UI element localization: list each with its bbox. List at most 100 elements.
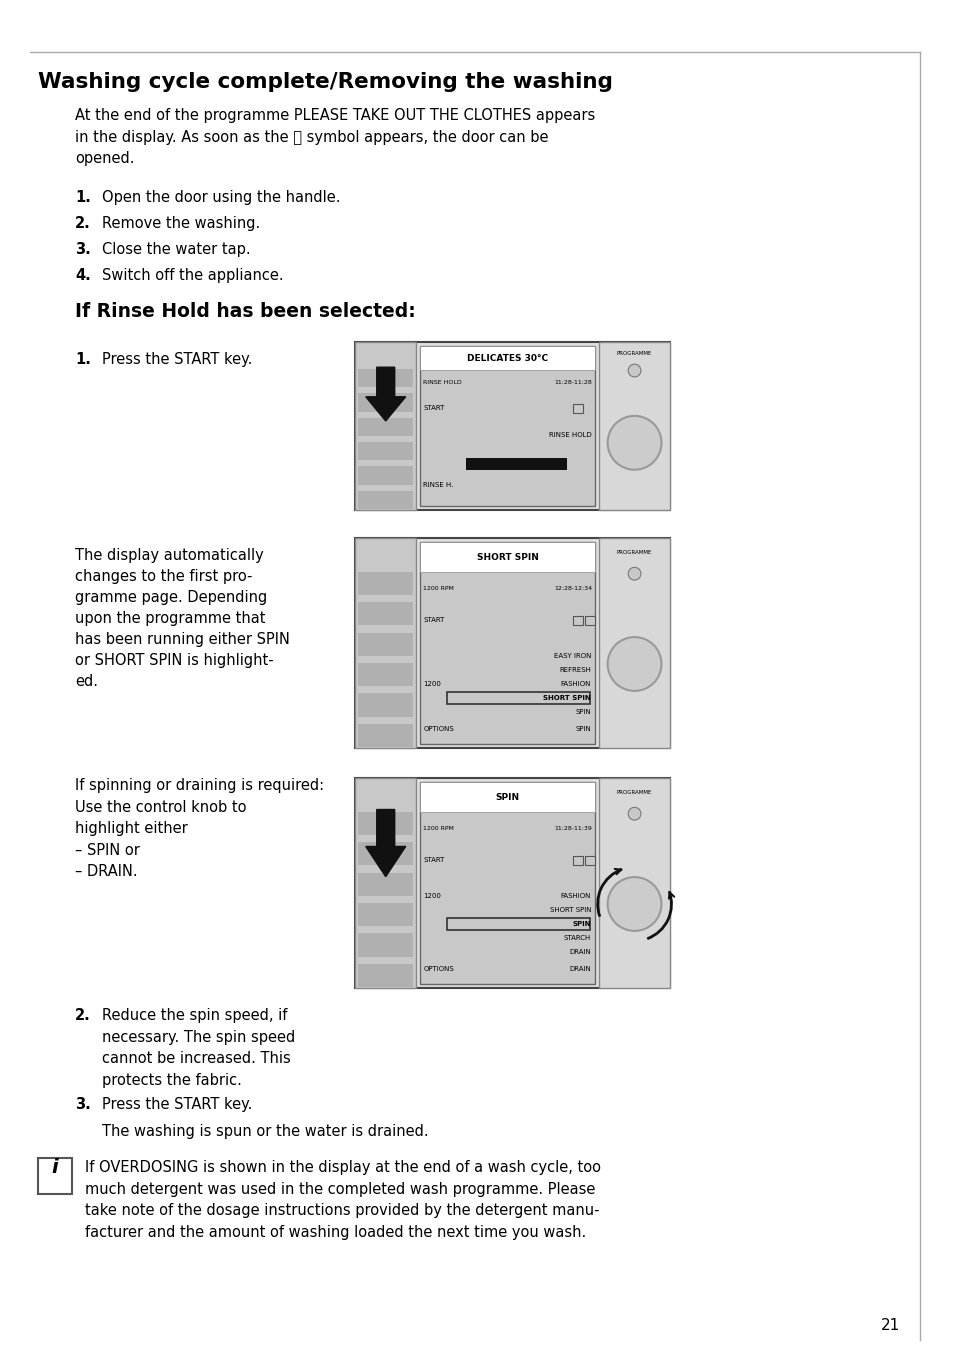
Text: PROGRAMME: PROGRAMME: [617, 352, 652, 357]
Text: STARCH: STARCH: [563, 934, 591, 941]
Text: 1200: 1200: [423, 681, 441, 687]
Bar: [355, 777, 416, 988]
Bar: [357, 842, 413, 865]
Text: 1200 RPM: 1200 RPM: [423, 585, 454, 591]
Text: SPIN: SPIN: [572, 921, 591, 927]
Bar: [357, 466, 413, 485]
Bar: [357, 964, 413, 987]
Text: 1.: 1.: [75, 191, 91, 206]
Text: 1.: 1.: [75, 352, 91, 366]
Polygon shape: [365, 810, 405, 876]
Text: PROGRAMME: PROGRAMME: [617, 550, 652, 556]
Bar: [355, 538, 669, 748]
Text: If OVERDOSING is shown in the display at the end of a wash cycle, too
much deter: If OVERDOSING is shown in the display at…: [85, 1160, 600, 1240]
Text: 11:28-11:39: 11:28-11:39: [554, 826, 592, 830]
Bar: [598, 777, 669, 988]
Bar: [357, 393, 413, 412]
Text: DELICATES 30°C: DELICATES 30°C: [467, 354, 548, 362]
Text: SPIN: SPIN: [575, 726, 591, 733]
Text: FASHION: FASHION: [560, 894, 591, 899]
Bar: [420, 346, 595, 370]
Bar: [355, 342, 669, 510]
Text: 1200: 1200: [423, 894, 441, 899]
Bar: [357, 369, 413, 388]
Text: RINSE HOLD: RINSE HOLD: [549, 433, 592, 438]
Text: FASHION: FASHION: [560, 681, 591, 687]
Bar: [598, 538, 669, 748]
Text: REFRESH: REFRESH: [558, 667, 591, 673]
Text: At the end of the programme PLEASE TAKE OUT THE CLOTHES appears
in the display. : At the end of the programme PLEASE TAKE …: [75, 108, 595, 166]
Bar: [357, 933, 413, 956]
Text: Press the START key.: Press the START key.: [102, 1096, 253, 1111]
Text: OPTIONS: OPTIONS: [423, 726, 454, 733]
Bar: [598, 342, 669, 510]
Bar: [573, 404, 582, 414]
Text: START: START: [423, 617, 444, 623]
Bar: [357, 602, 413, 625]
Bar: [355, 342, 416, 510]
Text: SHORT SPIN: SHORT SPIN: [549, 907, 591, 913]
Text: DRAIN: DRAIN: [569, 967, 591, 972]
Bar: [357, 694, 413, 717]
Text: 3.: 3.: [75, 1096, 91, 1111]
Bar: [357, 811, 413, 834]
Text: i: i: [51, 1159, 58, 1178]
Text: 3.: 3.: [75, 242, 91, 257]
Bar: [357, 442, 413, 461]
Bar: [357, 872, 413, 895]
Text: If Rinse Hold has been selected:: If Rinse Hold has been selected:: [75, 301, 416, 320]
Bar: [446, 918, 589, 930]
Text: START: START: [423, 857, 444, 863]
Bar: [357, 903, 413, 926]
Text: 12:28-12:34: 12:28-12:34: [554, 585, 592, 591]
Text: 1200 RPM: 1200 RPM: [423, 826, 454, 830]
Text: SPIN: SPIN: [575, 708, 591, 715]
Text: If spinning or draining is required:
Use the control knob to
highlight either
– : If spinning or draining is required: Use…: [75, 777, 324, 879]
Bar: [355, 777, 669, 988]
Text: SHORT SPIN: SHORT SPIN: [543, 695, 591, 700]
Bar: [584, 856, 595, 865]
Text: Close the water tap.: Close the water tap.: [102, 242, 251, 257]
Text: PROGRAMME: PROGRAMME: [617, 790, 652, 795]
Text: Reduce the spin speed, if
necessary. The spin speed
cannot be increased. This
pr: Reduce the spin speed, if necessary. The…: [102, 1009, 294, 1088]
Bar: [357, 723, 413, 746]
Bar: [357, 633, 413, 656]
Text: The display automatically
changes to the first pro-
gramme page. Depending
upon : The display automatically changes to the…: [75, 548, 290, 690]
Text: Switch off the appliance.: Switch off the appliance.: [102, 268, 283, 283]
Bar: [357, 491, 413, 510]
Bar: [420, 542, 595, 572]
Circle shape: [607, 877, 660, 932]
Text: Open the door using the handle.: Open the door using the handle.: [102, 191, 340, 206]
Text: SPIN: SPIN: [496, 792, 519, 802]
Text: RINSE H.: RINSE H.: [423, 481, 454, 488]
Text: The washing is spun or the water is drained.: The washing is spun or the water is drai…: [102, 1124, 428, 1138]
Text: 21: 21: [880, 1318, 899, 1333]
Text: DRAIN: DRAIN: [569, 949, 591, 955]
Bar: [573, 615, 582, 625]
Text: 4.: 4.: [75, 268, 91, 283]
Text: Remove the washing.: Remove the washing.: [102, 216, 260, 231]
Text: START: START: [423, 406, 444, 411]
Bar: [420, 346, 595, 506]
Text: RINSE HOLD: RINSE HOLD: [423, 380, 461, 385]
Text: OPTIONS: OPTIONS: [423, 967, 454, 972]
Bar: [573, 856, 582, 865]
Circle shape: [607, 637, 660, 691]
Text: SHORT SPIN: SHORT SPIN: [476, 553, 538, 561]
Circle shape: [627, 568, 640, 580]
Bar: [420, 781, 595, 984]
Bar: [420, 542, 595, 744]
Bar: [465, 458, 567, 470]
Circle shape: [607, 416, 660, 469]
Bar: [355, 538, 416, 748]
Text: Press the START key.: Press the START key.: [102, 352, 253, 366]
Circle shape: [627, 807, 640, 821]
Bar: [38, 1159, 71, 1194]
Bar: [584, 615, 595, 625]
Bar: [357, 572, 413, 595]
Text: 2.: 2.: [75, 216, 91, 231]
Text: Washing cycle complete/Removing the washing: Washing cycle complete/Removing the wash…: [38, 72, 612, 92]
Polygon shape: [365, 368, 405, 420]
Bar: [420, 781, 595, 813]
Text: 11:28-11:28: 11:28-11:28: [554, 380, 592, 385]
